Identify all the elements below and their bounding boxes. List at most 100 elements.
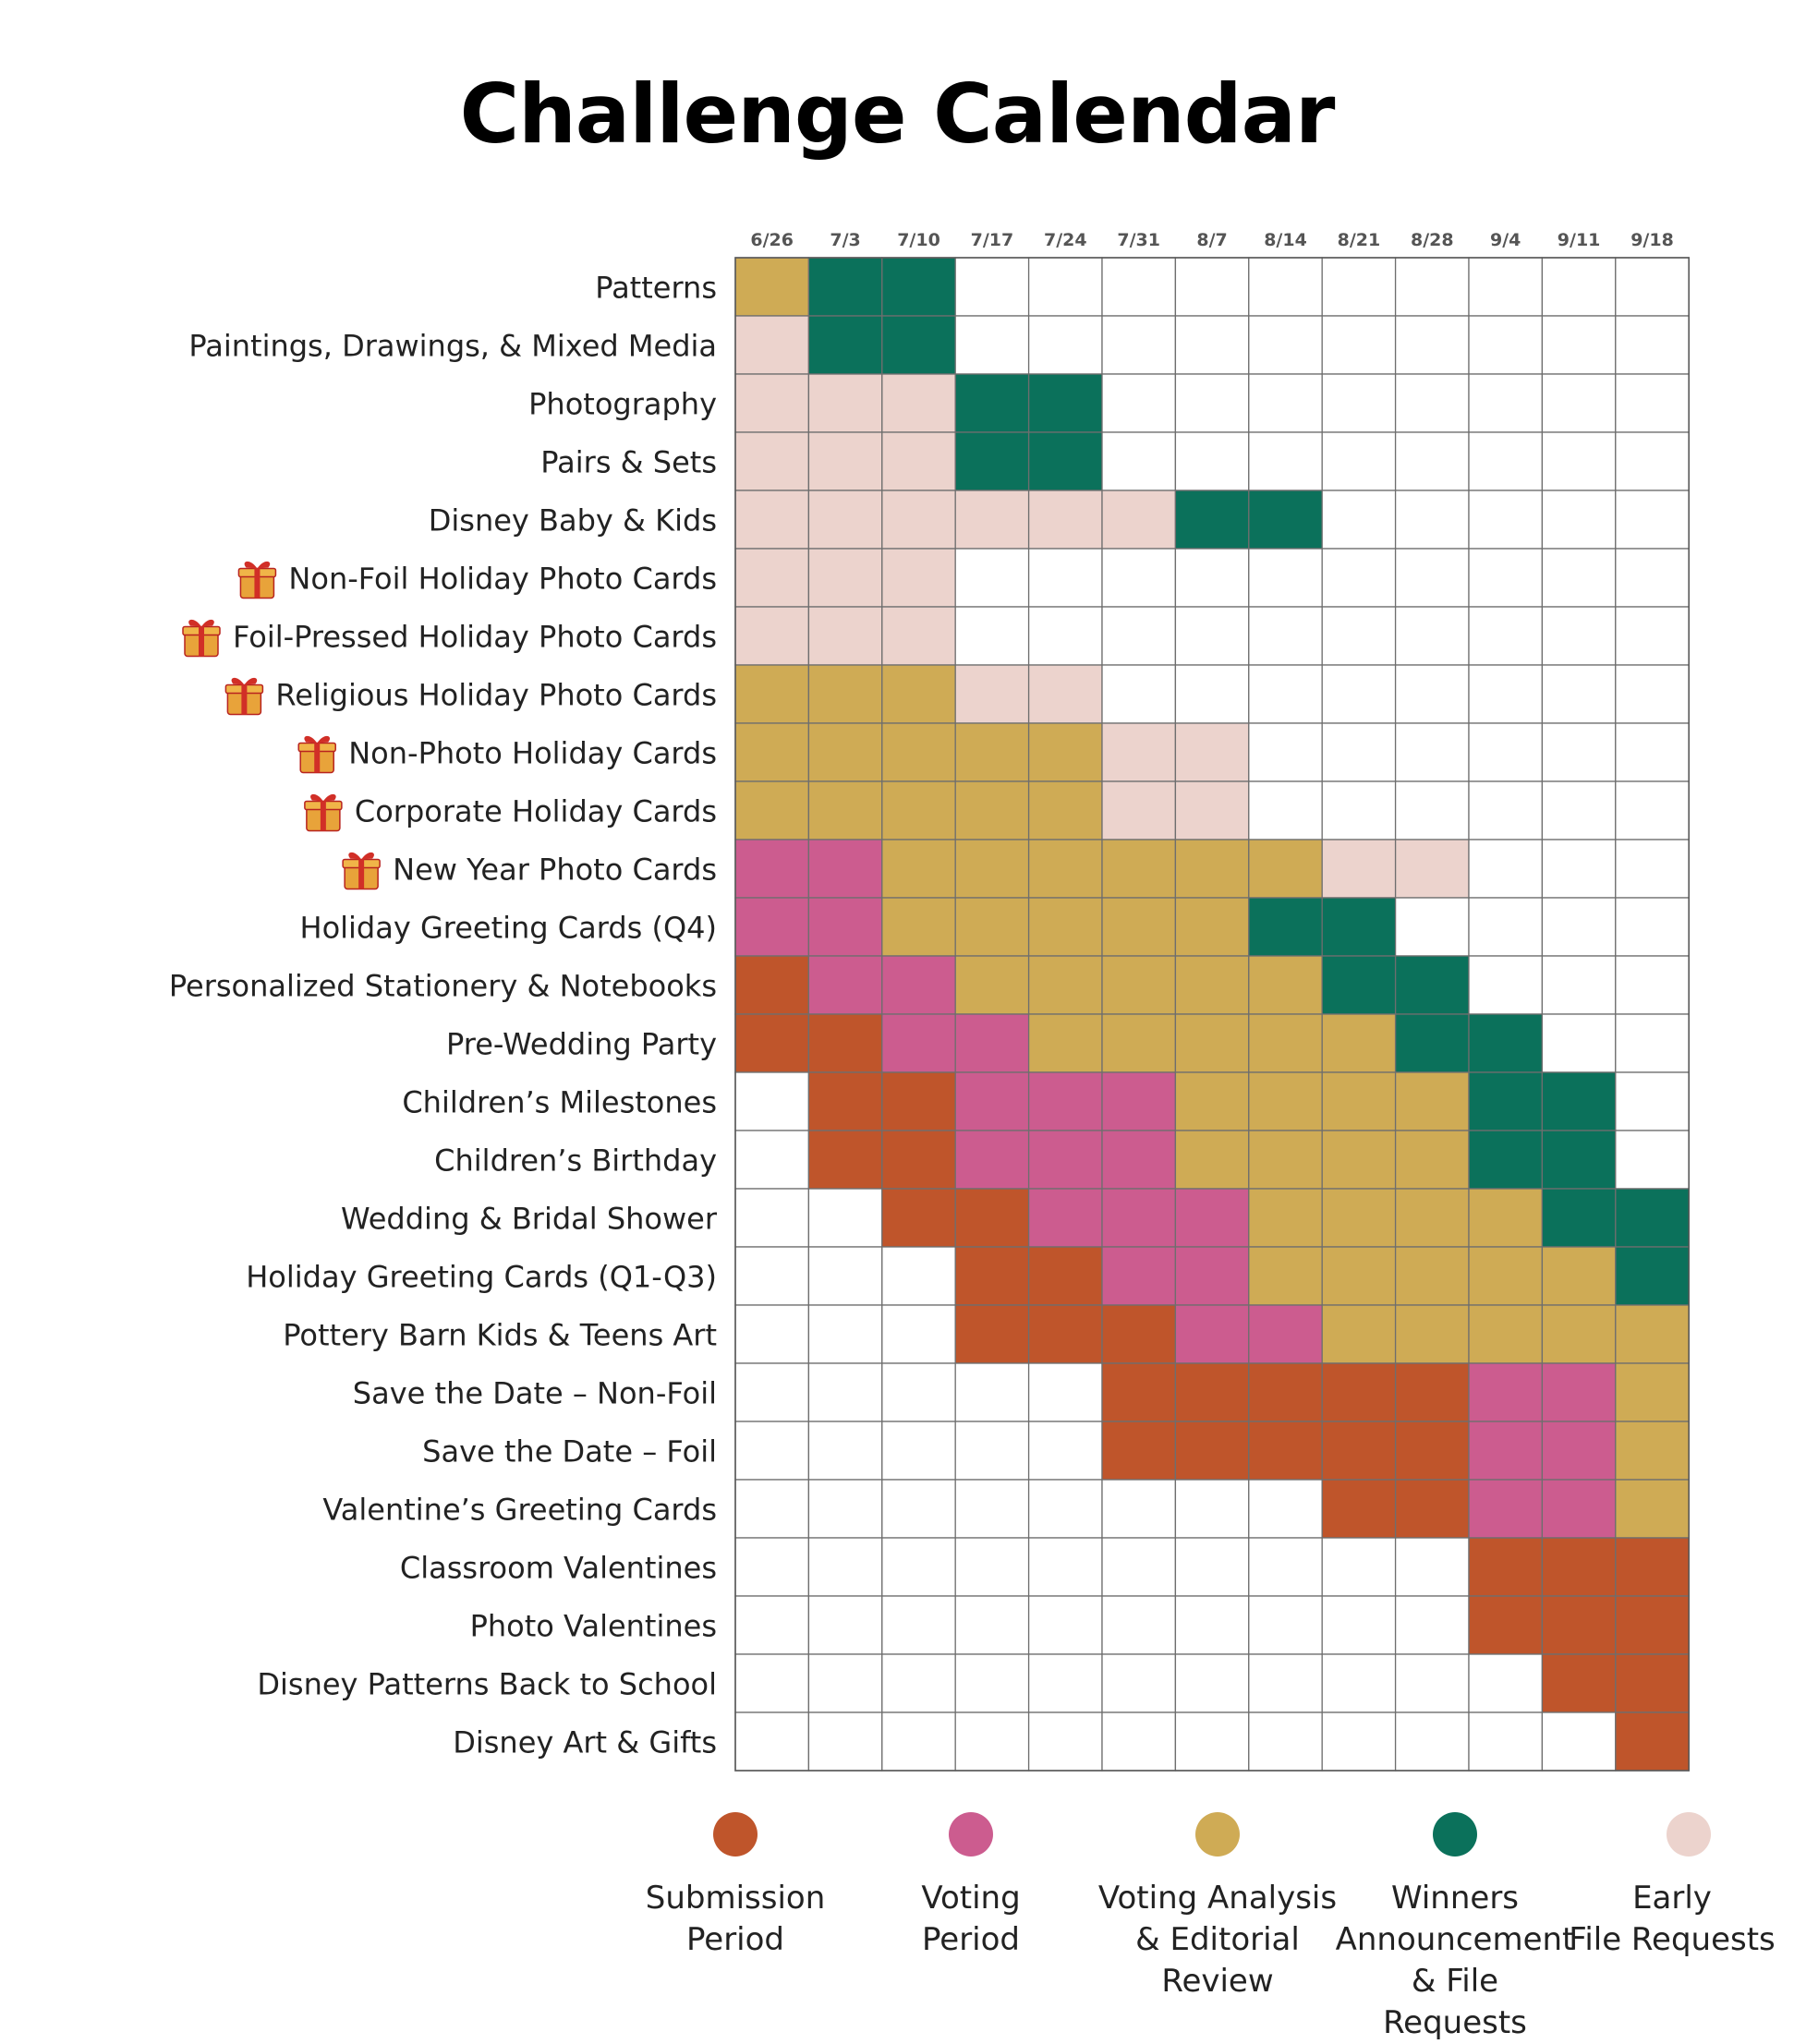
row-label: Paintings, Drawings, & Mixed Media	[188, 329, 717, 364]
grid-cell	[1027, 1595, 1103, 1655]
grid-cell	[954, 1304, 1030, 1364]
grid-cell	[1394, 897, 1470, 957]
grid-cell	[807, 373, 883, 433]
grid-cell	[734, 1479, 810, 1539]
grid-cell	[1027, 1304, 1103, 1364]
grid-cell	[1027, 955, 1103, 1015]
grid-cell	[1101, 490, 1177, 550]
grid-cell	[1174, 373, 1250, 433]
grid-cell	[1615, 1653, 1690, 1713]
grid-cell	[1248, 431, 1323, 491]
grid-cell	[734, 1711, 810, 1772]
grid-cell	[1468, 1188, 1544, 1248]
row-label: Religious Holiday Photo Cards	[275, 678, 717, 713]
grid-cell	[1248, 490, 1323, 550]
grid-cell	[1394, 664, 1470, 724]
grid-cell	[1541, 1479, 1617, 1539]
grid-cell	[954, 315, 1030, 375]
grid-cell	[1615, 1013, 1690, 1073]
grid-cell	[807, 1304, 883, 1364]
grid-cell	[1248, 1421, 1323, 1481]
grid-cell	[1541, 780, 1617, 841]
row-label: Photography	[528, 387, 717, 422]
grid-cell	[807, 897, 883, 957]
grid-cell	[1174, 490, 1250, 550]
grid-cell	[1174, 1653, 1250, 1713]
grid-cell	[1174, 1479, 1250, 1539]
grid-cell	[1027, 780, 1103, 841]
grid-cell	[1101, 373, 1177, 433]
grid-cell	[881, 431, 956, 491]
grid-cell	[1101, 897, 1177, 957]
grid-cell	[1321, 257, 1397, 317]
grid-cell	[1468, 1246, 1544, 1306]
grid-cell	[1321, 315, 1397, 375]
grid-cell	[1615, 1071, 1690, 1131]
grid-cell	[1468, 257, 1544, 317]
grid-cell	[1394, 722, 1470, 782]
grid-cell	[1394, 1595, 1470, 1655]
legend-swatch	[1195, 1812, 1240, 1857]
grid-cell	[881, 1711, 956, 1772]
grid-cell	[881, 1304, 956, 1364]
grid-cell	[734, 839, 810, 899]
grid-cell	[1394, 780, 1470, 841]
grid-cell	[1541, 1421, 1617, 1481]
grid-cell	[1615, 257, 1690, 317]
grid-cell	[807, 1130, 883, 1190]
grid-cell	[1101, 606, 1177, 666]
grid-cell	[881, 490, 956, 550]
grid-cell	[881, 1130, 956, 1190]
grid-cell	[1101, 431, 1177, 491]
grid-cell	[1394, 839, 1470, 899]
grid-cell	[807, 1711, 883, 1772]
grid-cell	[1101, 1246, 1177, 1306]
grid-cell	[1394, 490, 1470, 550]
grid-cell	[1468, 606, 1544, 666]
grid-cell	[954, 257, 1030, 317]
grid-cell	[1468, 315, 1544, 375]
grid-cell	[881, 722, 956, 782]
column-label-6-26: 6/26	[750, 230, 794, 250]
grid-cell	[1468, 839, 1544, 899]
grid-cell	[1248, 1013, 1323, 1073]
grid-cell	[734, 955, 810, 1015]
grid-cell	[1468, 373, 1544, 433]
grid-cell	[1101, 1304, 1177, 1364]
grid-cell	[1615, 431, 1690, 491]
grid-cell	[807, 1246, 883, 1306]
grid-cell	[1394, 373, 1470, 433]
legend-swatch	[1433, 1812, 1477, 1857]
grid-cell	[1248, 1246, 1323, 1306]
grid-cell	[734, 1537, 810, 1597]
grid-cell	[1321, 664, 1397, 724]
grid-cell	[734, 664, 810, 724]
grid-cell	[1174, 1013, 1250, 1073]
grid-cell	[1468, 1595, 1544, 1655]
grid-cell	[1541, 1653, 1617, 1713]
grid-cell	[1541, 1246, 1617, 1306]
grid-cell	[1468, 1537, 1544, 1597]
grid-cell	[1394, 955, 1470, 1015]
legend-swatch	[1667, 1812, 1711, 1857]
grid-cell	[1027, 1246, 1103, 1306]
row-label: Patterns	[595, 271, 717, 306]
grid-cell	[954, 1479, 1030, 1539]
grid-cell	[954, 664, 1030, 724]
grid-cell	[1615, 780, 1690, 841]
grid-cell	[881, 1188, 956, 1248]
grid-cell	[1541, 257, 1617, 317]
grid-cell	[1394, 257, 1470, 317]
grid-cell	[881, 257, 956, 317]
grid-cell	[954, 1013, 1030, 1073]
grid-cell	[1101, 1013, 1177, 1073]
grid-cell	[1027, 548, 1103, 608]
grid-cell	[1321, 1071, 1397, 1131]
chart-title: Challenge Calendar	[459, 67, 1336, 162]
grid-cell	[1101, 1071, 1177, 1131]
row-label: Save the Date – Non-Foil	[353, 1376, 717, 1411]
grid-cell	[1027, 431, 1103, 491]
grid-cell	[734, 722, 810, 782]
grid-cell	[1468, 548, 1544, 608]
grid-cell	[1027, 606, 1103, 666]
